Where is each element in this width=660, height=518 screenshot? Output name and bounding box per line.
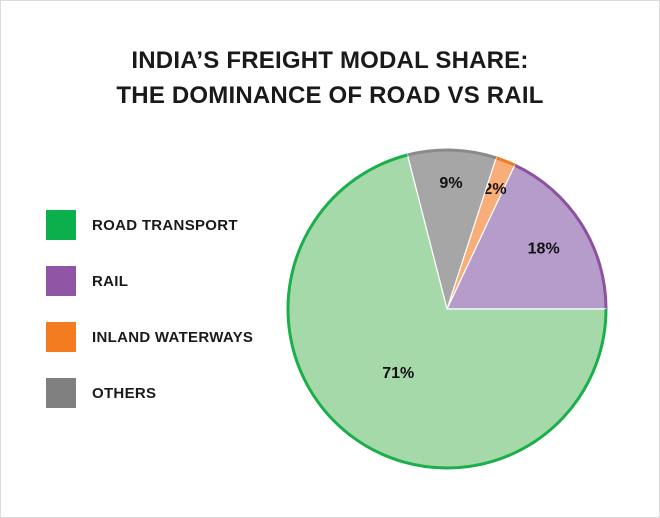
slice-label-waterways: 2%: [483, 181, 506, 198]
legend-item-rail: RAIL: [46, 266, 128, 296]
slice-label-rail: 18%: [528, 241, 560, 258]
legend-label-waterways: INLAND WATERWAYS: [92, 328, 254, 346]
legend-swatch-road: [46, 210, 76, 240]
legend-item-waterways: INLAND WATERWAYS: [46, 322, 253, 352]
legend-item-others: OTHERS: [46, 378, 156, 408]
chart-title-line-1: INDIA’S FREIGHT MODAL SHARE:: [131, 47, 529, 74]
legend-label-others: OTHERS: [92, 384, 157, 402]
legend-swatch-rail: [46, 266, 76, 296]
pie-slice-edge-rail: [514, 163, 608, 310]
legend-label-road: ROAD TRANSPORT: [92, 216, 238, 234]
legend-swatch-waterways: [46, 322, 76, 352]
legend-swatch-others: [46, 378, 76, 408]
legend-label-rail: RAIL: [92, 272, 129, 290]
slice-label-others: 9%: [439, 175, 462, 192]
chart-title-line-2: THE DOMINANCE OF ROAD VS RAIL: [116, 82, 544, 109]
pie-slice-edge-road: [286, 153, 608, 470]
legend-item-road: ROAD TRANSPORT: [46, 210, 238, 240]
slice-label-road: 71%: [382, 365, 414, 382]
pie-slice-edge-others: [407, 148, 497, 160]
chart-title: INDIA’S FREIGHT MODAL SHARE: THE DOMINAN…: [1, 43, 659, 113]
